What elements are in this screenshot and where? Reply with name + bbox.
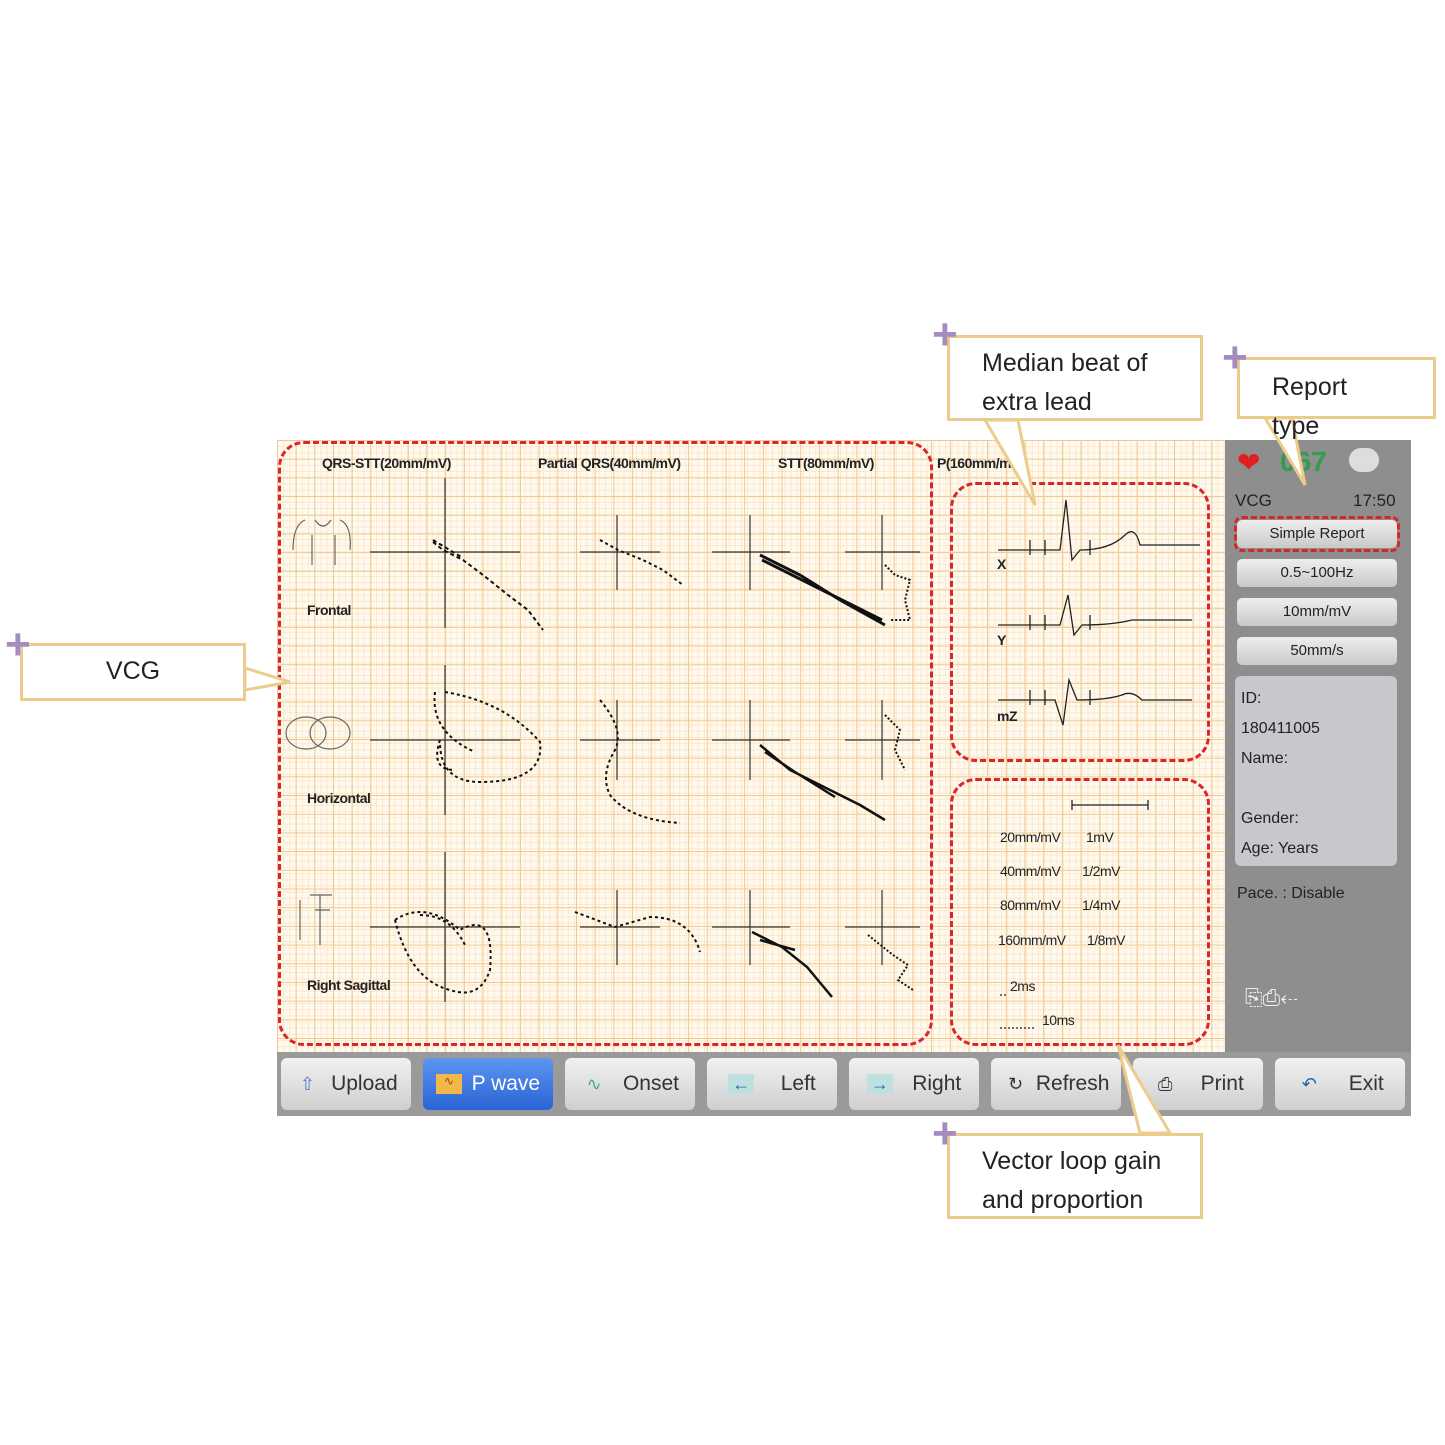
arrow-right-icon: →: [866, 1074, 893, 1094]
loop-frontal-qrs: [432, 539, 544, 631]
printer-icon: ⎙: [1158, 1074, 1173, 1094]
refresh-button[interactable]: ↻ Refresh: [991, 1058, 1121, 1110]
gain-proportion: 1mV: [1086, 829, 1114, 845]
callout-median-beat: Median beat of extra lead: [947, 335, 1203, 421]
plus-icon: +: [1222, 333, 1248, 382]
beat-x: [998, 499, 1200, 562]
plane-horizontal: Horizontal: [307, 790, 371, 806]
report-highlight: [1234, 516, 1400, 552]
right-panel: ❤ 067 VCG 17:50 Simple Report 0.5~100Hz …: [1225, 440, 1411, 1052]
gain-button[interactable]: 10mm/mV: [1237, 598, 1397, 626]
pace-status: Pace. : Disable: [1237, 885, 1345, 902]
gain-proportion: 1/2mV: [1082, 863, 1120, 879]
loop-horizontal-p: [884, 714, 906, 771]
gain-row: 160mm/mV: [998, 932, 1066, 948]
age-label: Age:: [1241, 840, 1274, 857]
callout-vcg: VCG: [20, 643, 246, 701]
p-wave-button[interactable]: ∿ P wave: [423, 1058, 553, 1110]
gain-row: 40mm/mV: [1000, 863, 1061, 879]
loop-sagittal-stt: [751, 930, 833, 998]
network-icon: [1349, 448, 1379, 472]
plane-frontal: Frontal: [307, 602, 351, 618]
onset-icon: ∿: [586, 1074, 602, 1094]
heart-icon: ❤: [1237, 447, 1261, 478]
refresh-icon: ↻: [1008, 1074, 1024, 1094]
plus-icon: +: [5, 620, 31, 669]
print-button[interactable]: ⎙ Print: [1133, 1058, 1263, 1110]
header-partial-qrs: Partial QRS(40mm/mV): [538, 455, 681, 471]
speed-button[interactable]: 50mm/s: [1237, 637, 1397, 665]
patient-id: 180411005: [1241, 720, 1320, 737]
body-icons: [285, 519, 351, 945]
loop-sagittal-qrs: [394, 911, 492, 994]
gain-row: 20mm/mV: [1000, 829, 1061, 845]
vcg-highlight: [278, 441, 933, 1046]
lead-x-label: X: [997, 556, 1006, 572]
loop-sagittal-p: [867, 934, 914, 991]
p-wave-icon: ∿: [435, 1074, 462, 1094]
toolbar: ⇧ Upload ∿ P wave ∿ Onset ← Left → Right ↻ Ref…: [277, 1052, 1411, 1116]
power-printer-usb-icons: ⎘⎙⇠: [1245, 985, 1298, 1010]
arrow-left-icon: ←: [728, 1074, 755, 1094]
beat-z: [998, 677, 1192, 726]
right-button[interactable]: → Right: [849, 1058, 979, 1110]
upload-icon: ⇧: [299, 1074, 315, 1094]
report-type-button[interactable]: Simple Report: [1237, 520, 1397, 548]
callout-vector-loop-gain: Vector loop gain and proportion: [947, 1133, 1203, 1219]
loop-horizontal-stt: [759, 744, 886, 822]
patient-info: ID: 180411005 Name: Gender: Age: Years: [1235, 676, 1397, 866]
age-unit: Years: [1278, 840, 1319, 857]
plus-icon: +: [932, 1109, 958, 1158]
header-qrs-stt: QRS-STT(20mm/mV): [322, 455, 451, 471]
plane-right-sagittal: Right Sagittal: [307, 977, 391, 993]
exit-icon: ↶: [1301, 1074, 1317, 1094]
header-stt: STT(80mm/mV): [778, 455, 874, 471]
filter-button[interactable]: 0.5~100Hz: [1237, 559, 1397, 587]
loop-frontal-p: [884, 564, 912, 621]
lead-y-label: Y: [997, 632, 1006, 648]
time-mark-2ms-label: 2ms: [1010, 978, 1035, 994]
gain-highlight: [950, 778, 1210, 1046]
clock: 17:50: [1353, 491, 1396, 510]
gain-row: 80mm/mV: [1000, 897, 1061, 913]
loop-horizontal-qrs: [433, 691, 542, 784]
loop-frontal-partial: [599, 539, 684, 586]
scale-bar: [1071, 800, 1149, 810]
lead-mz-label: mZ: [997, 708, 1018, 724]
loop-sagittal-partial: [574, 911, 701, 953]
upload-button[interactable]: ⇧ Upload: [281, 1058, 411, 1110]
loop-horizontal-partial: [599, 699, 681, 824]
callout-report-type: Report type: [1237, 357, 1436, 440]
median-beats: [998, 499, 1200, 1029]
loop-frontal-stt: [759, 553, 886, 627]
gender-label: Gender:: [1241, 810, 1299, 827]
plus-icon: +: [932, 310, 958, 359]
time-mark-10ms-label: 10ms: [1042, 1012, 1075, 1028]
left-button[interactable]: ← Left: [707, 1058, 837, 1110]
id-label: ID:: [1241, 690, 1262, 707]
beat-y: [998, 594, 1192, 637]
median-beat-highlight: [950, 482, 1210, 762]
name-label: Name:: [1241, 750, 1289, 767]
gain-proportion: 1/4mV: [1082, 897, 1120, 913]
mode-label: VCG: [1235, 491, 1272, 510]
gain-proportion: 1/8mV: [1087, 932, 1125, 948]
exit-button[interactable]: ↶ Exit: [1275, 1058, 1405, 1110]
header-p: P(160mm/mV): [937, 455, 1025, 471]
onset-button[interactable]: ∿ Onset: [565, 1058, 695, 1110]
